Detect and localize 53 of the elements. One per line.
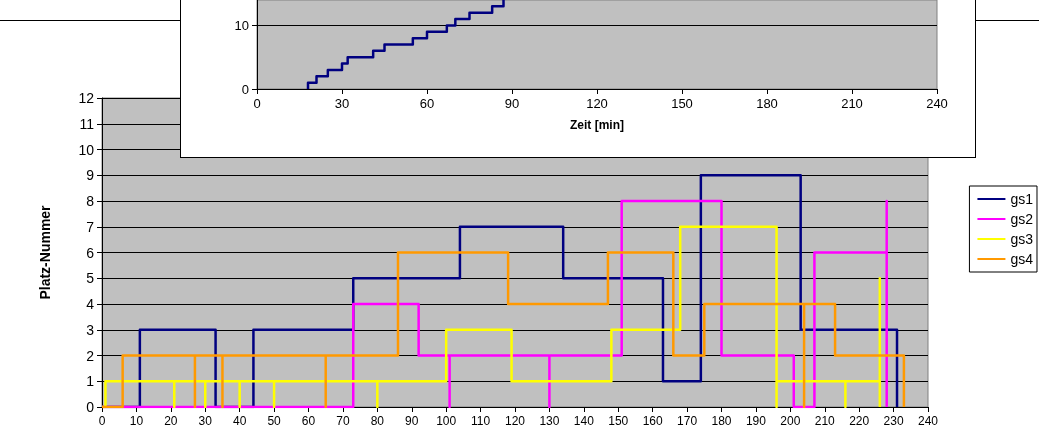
- x-tick-label: 90: [405, 414, 419, 428]
- x-tick-label: 140: [573, 414, 595, 428]
- y-tick-label: 11: [79, 115, 95, 132]
- x-tick-label: 240: [917, 414, 939, 428]
- legend-label: gs2: [1010, 211, 1034, 227]
- y-tick-label: 4: [86, 296, 95, 312]
- y-axis-title: Platz-Nummer: [37, 204, 53, 300]
- y-tick-label: 9: [86, 167, 95, 184]
- x-tick-label: 180: [711, 414, 732, 428]
- x-tick-label: 20: [164, 414, 178, 428]
- x-tick-label: 0: [253, 96, 261, 111]
- x-tick-label: 60: [419, 96, 435, 111]
- x-tick-label: 30: [198, 414, 213, 428]
- y-tick-label: 3: [86, 321, 95, 338]
- x-tick-label: 30: [334, 96, 350, 111]
- y-tick-label: 5: [86, 270, 95, 287]
- x-tick-label: 220: [849, 414, 870, 428]
- x-tick-label: 180: [756, 96, 778, 111]
- y-tick-label: 10: [78, 141, 95, 158]
- x-tick-label: 210: [841, 96, 863, 111]
- y-tick-label: 1: [86, 373, 95, 390]
- x-tick-label: 170: [677, 414, 698, 428]
- x-tick-label: 200: [780, 414, 801, 428]
- x-tick-label: 120: [504, 414, 526, 428]
- x-tick-label: 240: [926, 96, 948, 111]
- x-tick-label: 100: [436, 414, 457, 428]
- y-tick-label: 7: [86, 218, 95, 235]
- x-tick-label: 190: [745, 414, 767, 428]
- x-tick-label: 50: [267, 414, 282, 428]
- legend-label: gs1: [1010, 191, 1034, 207]
- x-tick-label: 120: [586, 96, 608, 111]
- x-tick-label: 70: [336, 414, 350, 428]
- y-tick-label: 12: [78, 90, 95, 106]
- x-tick-label: 90: [504, 96, 520, 111]
- x-tick-label: 230: [883, 414, 904, 428]
- y-tick-label: 2: [86, 347, 95, 364]
- y-tick-label: 0: [86, 399, 95, 415]
- x-tick-label: 110: [471, 414, 491, 428]
- x-tick-label: 130: [539, 414, 560, 428]
- legend-label: gs4: [1010, 251, 1034, 267]
- x-tick-label: 80: [370, 414, 385, 428]
- x-tick-label: 160: [642, 414, 663, 428]
- x-tick-label: 0: [98, 414, 106, 428]
- y-tick-label: 8: [86, 193, 95, 209]
- x-tick-label: 210: [814, 414, 836, 428]
- x-tick-label: 40: [232, 414, 247, 428]
- x-axis-title: Zeit [min]: [570, 118, 624, 132]
- x-tick-label: 60: [301, 414, 316, 428]
- x-tick-label: 10: [129, 414, 144, 428]
- y-tick-label: 6: [86, 244, 95, 261]
- x-tick-label: 150: [608, 414, 629, 428]
- legend-label: gs3: [1010, 231, 1034, 247]
- x-tick-label: 150: [671, 96, 693, 111]
